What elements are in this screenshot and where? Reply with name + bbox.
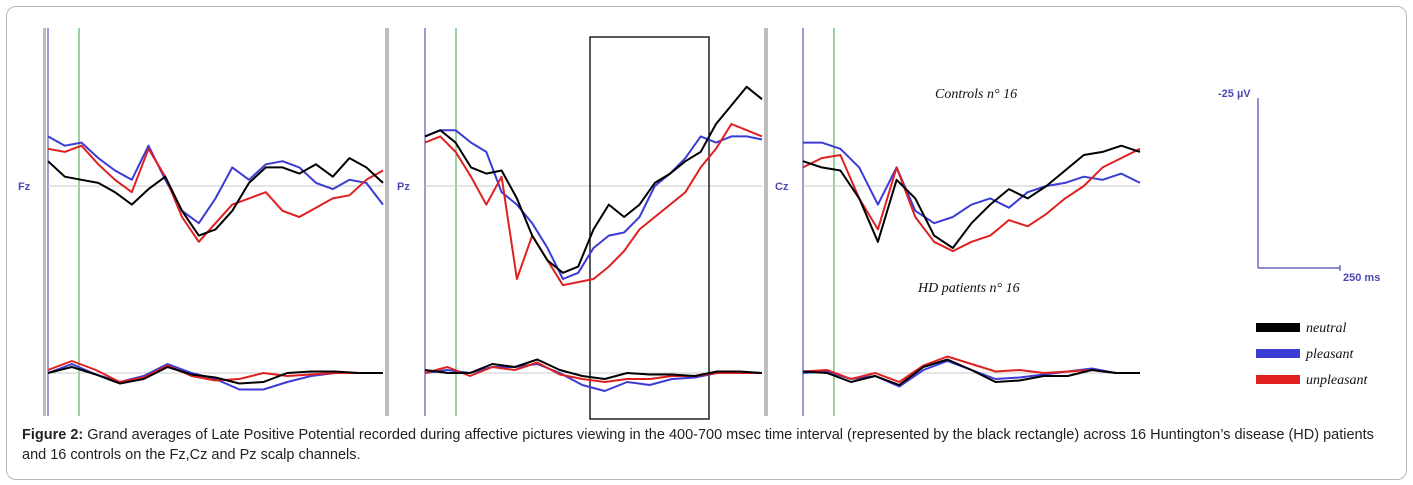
cz-controls-pleasant-trace	[803, 141, 1141, 225]
erp-figure: Fz Pz Cz Controls n° 16 HD patients n° 1…	[18, 28, 1380, 420]
panel-separator-2	[764, 28, 768, 416]
panel-separator-1	[385, 28, 389, 416]
cz-controls-neutral-trace	[802, 144, 1141, 249]
pz-controls-unpleasant-trace	[424, 123, 763, 287]
cz-hd-unpleasant-trace	[802, 355, 1140, 383]
fz-hd-unpleasant-trace	[47, 360, 383, 383]
legend-swatch-pleasant	[1256, 349, 1300, 358]
caption-label: Figure 2:	[22, 427, 84, 443]
legend-label-unpleasant: unpleasant	[1306, 373, 1369, 388]
fz-controls-pleasant-trace	[47, 135, 384, 225]
channel-label-fz: Fz	[18, 181, 31, 193]
legend-label-pleasant: pleasant	[1305, 347, 1355, 362]
figure-caption: Figure 2: Grand averages of Late Positiv…	[22, 425, 1392, 465]
pz-controls-pleasant-trace	[424, 129, 763, 280]
channel-label-cz: Cz	[775, 181, 789, 193]
panel-edge	[43, 28, 46, 416]
fz-controls-unpleasant-trace	[47, 144, 384, 243]
cz-hd-neutral-trace	[802, 358, 1140, 386]
cz-controls-unpleasant-trace	[802, 147, 1141, 253]
time-scale-label: 250 ms	[1343, 272, 1380, 284]
lpp-window-rectangle	[589, 36, 710, 420]
group-label-hd: HD patients n° 16	[917, 281, 1020, 296]
channel-label-pz: Pz	[397, 181, 410, 193]
pz-controls-neutral-trace	[424, 85, 763, 274]
fz-hd-neutral-trace	[47, 366, 383, 385]
erp-traces	[47, 85, 1141, 392]
figure-frame	[6, 6, 1407, 480]
amplitude-scale-label: -25 µV	[1218, 88, 1251, 100]
legend-swatch-unpleasant	[1256, 375, 1300, 384]
legend-swatch-neutral	[1256, 323, 1300, 332]
group-label-controls: Controls n° 16	[935, 87, 1017, 102]
caption-text: Grand averages of Late Positive Potentia…	[22, 427, 1374, 463]
fz-controls-neutral-trace	[47, 157, 384, 237]
pz-hd-neutral-trace	[424, 358, 763, 380]
legend-label-neutral: neutral	[1306, 321, 1347, 336]
